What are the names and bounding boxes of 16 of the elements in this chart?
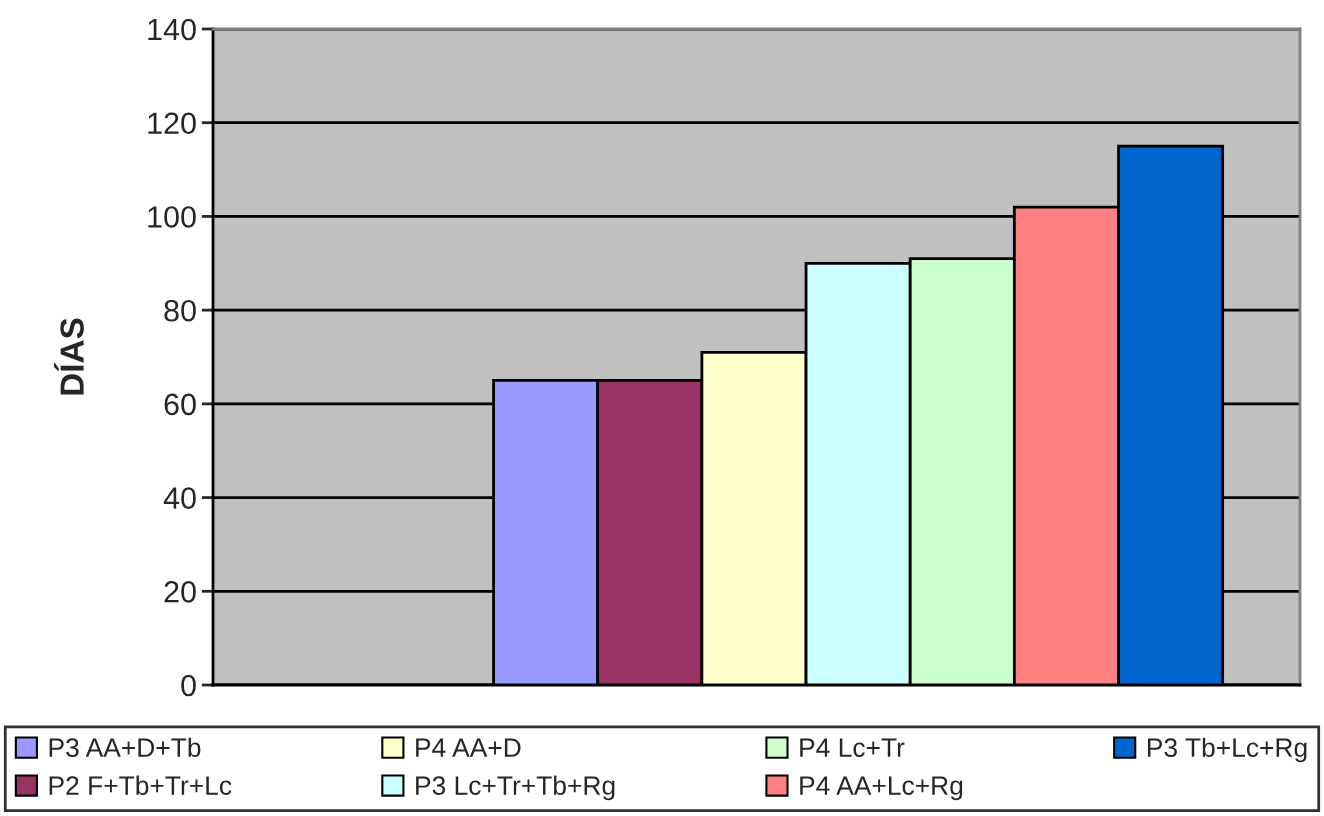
y-tick-label: 40 bbox=[163, 487, 196, 509]
legend-label: P2 F+Tb+Tr+Lc bbox=[49, 775, 232, 795]
legend-label: P3 Lc+Tr+Tb+Rg bbox=[416, 775, 615, 801]
y-tick-label: 80 bbox=[164, 299, 196, 322]
y-tick-label: 120 bbox=[148, 112, 196, 135]
y-tick-label: 100 bbox=[148, 206, 196, 228]
legend-label: P4 AA+Lc+Rg bbox=[800, 776, 963, 801]
y-tick-label: 140 bbox=[148, 18, 196, 41]
y-axis-title: DÍAS bbox=[54, 318, 84, 395]
y-tick-label: 60 bbox=[164, 393, 196, 416]
y-tick-label: 20 bbox=[164, 581, 196, 603]
y-tick-label: 0 bbox=[181, 674, 196, 697]
legend-label: P3 AA+D+Tb bbox=[49, 737, 201, 758]
legend-label: P4 AA+D bbox=[416, 738, 521, 757]
legend-label: P4 Lc+Tr bbox=[800, 738, 905, 758]
legend-label: P3 Tb+Lc+Rg bbox=[1147, 737, 1307, 763]
